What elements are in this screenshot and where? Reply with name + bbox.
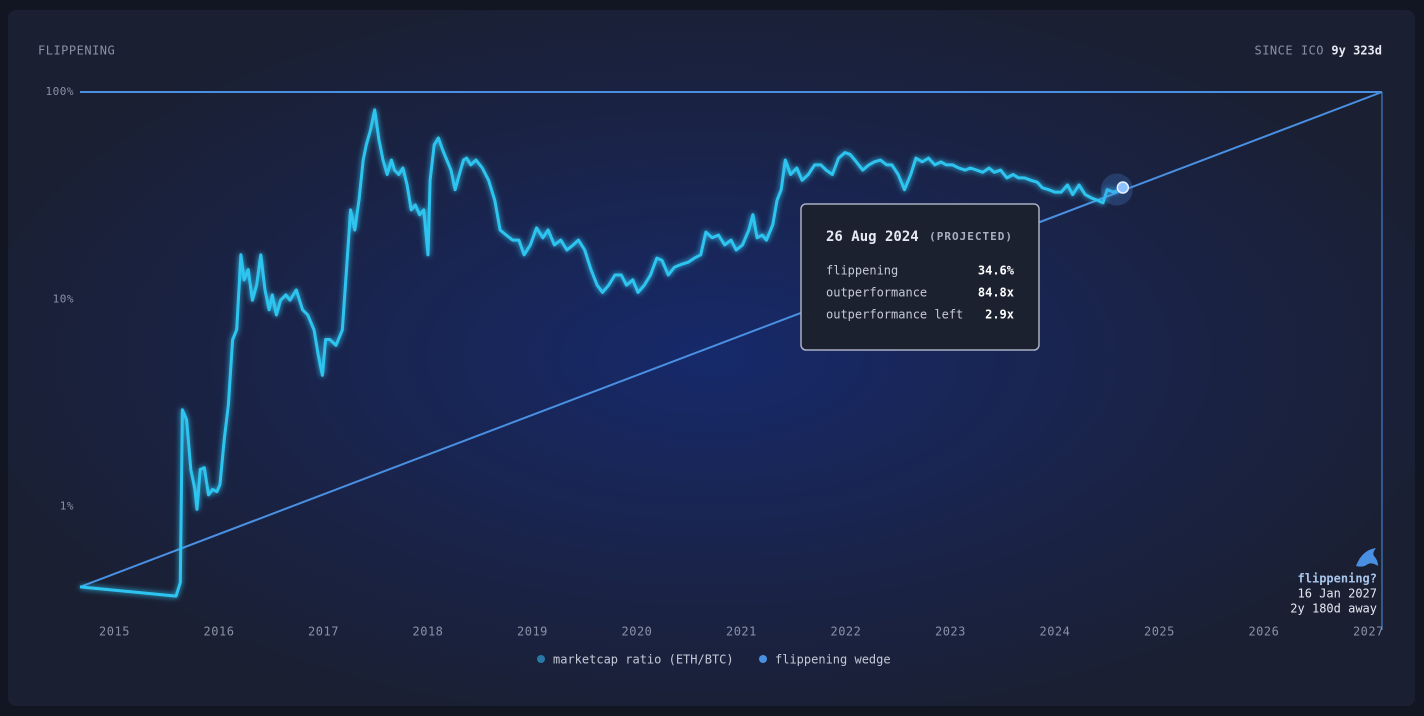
annotation-title: flippening? bbox=[1298, 572, 1377, 586]
x-tick-label: 2021 bbox=[726, 625, 757, 639]
x-tick-label: 2023 bbox=[935, 625, 966, 639]
x-tick-label: 2018 bbox=[413, 625, 444, 639]
tooltip-tag: (PROJECTED) bbox=[929, 230, 1013, 243]
y-tick-label: 100% bbox=[46, 85, 75, 98]
y-tick-label: 10% bbox=[53, 292, 74, 305]
tooltip-value: 2.9x bbox=[985, 308, 1014, 322]
tooltip-label: outperformance bbox=[826, 286, 927, 300]
legend-label: flippening wedge bbox=[775, 653, 891, 667]
x-tick-label: 2015 bbox=[99, 625, 130, 639]
legend: marketcap ratio (ETH/BTC) flippening wedg… bbox=[537, 653, 891, 667]
x-tick-label: 2019 bbox=[517, 625, 548, 639]
ratio-line bbox=[79, 108, 1121, 598]
card bbox=[8, 10, 1415, 706]
x-tick-label: 2020 bbox=[622, 625, 653, 639]
since-label: SINCE ICO bbox=[1254, 44, 1324, 58]
x-tick-label: 2027 bbox=[1353, 625, 1384, 639]
x-tick-label: 2025 bbox=[1144, 625, 1175, 639]
legend-label: marketcap ratio (ETH/BTC) bbox=[553, 653, 734, 667]
annotation-date: 16 Jan 2027 bbox=[1298, 587, 1377, 601]
x-tick-label: 2016 bbox=[204, 625, 235, 639]
tooltip-date: 26 Aug 2024 bbox=[826, 229, 919, 245]
since-value: 9y 323d bbox=[1331, 44, 1382, 58]
x-tick-label: 2026 bbox=[1248, 625, 1279, 639]
y-tick-label: 1% bbox=[60, 500, 74, 513]
tooltip-rows: flippening 34.6% outperformance 84.8x outper… bbox=[826, 264, 1015, 322]
tooltip-box bbox=[800, 203, 1040, 351]
tooltip-value: 84.8x bbox=[978, 286, 1014, 300]
x-tick-label: 2024 bbox=[1039, 625, 1070, 639]
chart-title: FLIPPENING bbox=[38, 44, 115, 58]
wedge-line bbox=[79, 91, 1383, 588]
annotation-away: 2y 180d away bbox=[1290, 602, 1377, 616]
projected-point bbox=[1116, 181, 1130, 194]
tooltip-value: 34.6% bbox=[978, 264, 1015, 278]
tooltip-label: outperformance left bbox=[826, 308, 963, 322]
plot: 1% 10% 100% 2015 2016 2017 2018 2019 2020 2021 202… bbox=[46, 85, 1384, 639]
tooltip-label: flippening bbox=[826, 264, 898, 278]
x-tick-label: 2017 bbox=[308, 625, 339, 639]
legend-dot bbox=[759, 655, 767, 663]
legend-dot bbox=[537, 655, 545, 663]
dolphin-icon bbox=[1356, 548, 1378, 567]
x-tick-label: 2022 bbox=[830, 625, 861, 639]
